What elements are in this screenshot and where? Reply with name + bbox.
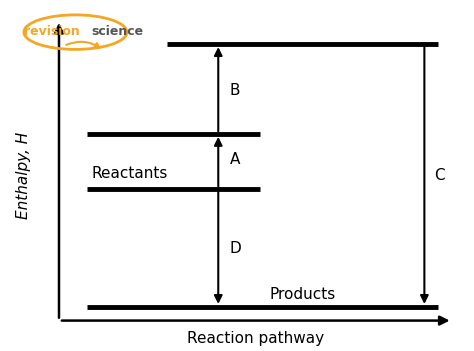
Text: Enthalpy, H: Enthalpy, H bbox=[17, 132, 31, 219]
Text: Reaction pathway: Reaction pathway bbox=[187, 331, 324, 346]
Text: revision: revision bbox=[24, 25, 80, 38]
Text: A: A bbox=[230, 152, 240, 167]
Text: Products: Products bbox=[270, 287, 336, 302]
Text: D: D bbox=[230, 240, 242, 256]
Text: science: science bbox=[91, 25, 144, 38]
Text: C: C bbox=[434, 168, 444, 183]
Text: Reactants: Reactants bbox=[92, 166, 168, 181]
Text: B: B bbox=[230, 84, 240, 98]
